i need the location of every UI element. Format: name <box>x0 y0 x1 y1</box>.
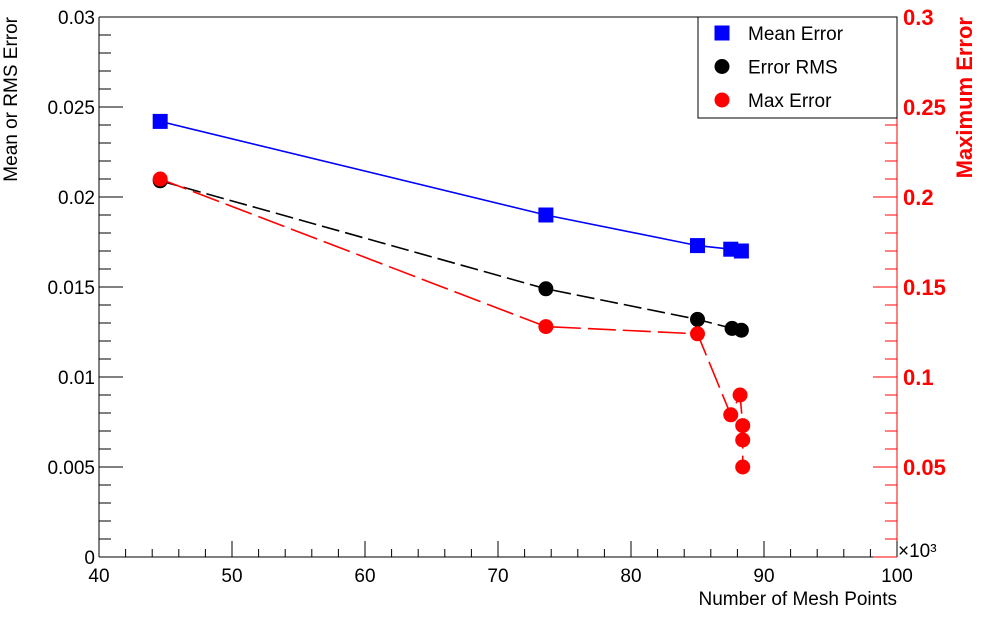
mean-error-point <box>690 238 705 254</box>
max-error-point <box>732 387 748 403</box>
legend-marker-error-rms <box>714 59 730 74</box>
max-error-point <box>735 418 751 434</box>
y-right-tick-label: 0.1 <box>903 365 934 390</box>
max-error-point <box>538 319 554 335</box>
max-error-point <box>690 326 705 342</box>
x-tick-label: 50 <box>221 566 242 587</box>
legend-marker-max-error <box>714 92 730 108</box>
x-tick-label: 40 <box>88 566 109 587</box>
axis-ticks: 40 50 60 70 80 90 100 0 0.005 0.01 0.015 0.02 0.025 0… <box>47 5 945 587</box>
y-left-tick-label: 0.01 <box>58 368 95 389</box>
max-error-point <box>735 432 751 448</box>
y-left-tick-label: 0 <box>84 548 95 569</box>
y-left-tick-label: 0.005 <box>47 458 95 479</box>
max-error-point <box>735 459 751 475</box>
mean-error-line <box>159 120 742 252</box>
y-left-tick-label: 0.015 <box>47 278 95 299</box>
legend-label-max-error: Max Error <box>748 91 832 112</box>
x-tick-label: 70 <box>487 566 508 587</box>
mean-error-point <box>152 113 168 129</box>
max-error-point <box>152 171 168 187</box>
legend: Mean Error Error RMS Max Error <box>697 16 898 119</box>
y-right-tick-label: 0.3 <box>903 5 934 30</box>
mean-error-point <box>733 243 749 259</box>
mean-error-point <box>538 207 554 223</box>
y-left-axis-title: Mean or RMS Error <box>1 16 22 181</box>
legend-marker-mean-error <box>714 25 730 41</box>
x-tick-label: 100 <box>881 566 913 587</box>
x-tick-label: 60 <box>354 566 375 587</box>
y-left-tick-label: 0.02 <box>58 188 95 209</box>
y-right-tick-label: 0.2 <box>903 185 934 210</box>
y-right-tick-label: 0.25 <box>903 95 946 120</box>
error-rms-point <box>538 281 554 297</box>
x-tick-label: 80 <box>620 566 641 587</box>
y-right-axis-title: Maximum Error <box>952 17 977 179</box>
legend-label-error-rms: Error RMS <box>748 58 838 79</box>
x-tick-label: 90 <box>753 566 774 587</box>
legend-box <box>697 16 898 119</box>
x-axis-title: Number of Mesh Points <box>698 589 897 610</box>
legend-label-mean-error: Mean Error <box>748 24 844 45</box>
max-error-line <box>159 178 744 467</box>
error-rms-point <box>733 322 749 338</box>
y-left-tick-label: 0.025 <box>47 98 95 119</box>
max-error-point <box>723 407 739 423</box>
y-right-tick-label: 0.05 <box>903 455 946 480</box>
series-layer <box>152 113 751 475</box>
axis-labels: Number of Mesh Points ×10³ Mean or RMS E… <box>1 16 977 610</box>
error-rms-point <box>690 311 705 327</box>
y-right-tick-label: 0.15 <box>903 275 946 300</box>
y-left-tick-label: 0.03 <box>58 8 95 29</box>
x-axis-exponent: ×10³ <box>898 541 937 562</box>
error-rms-line <box>159 180 742 331</box>
